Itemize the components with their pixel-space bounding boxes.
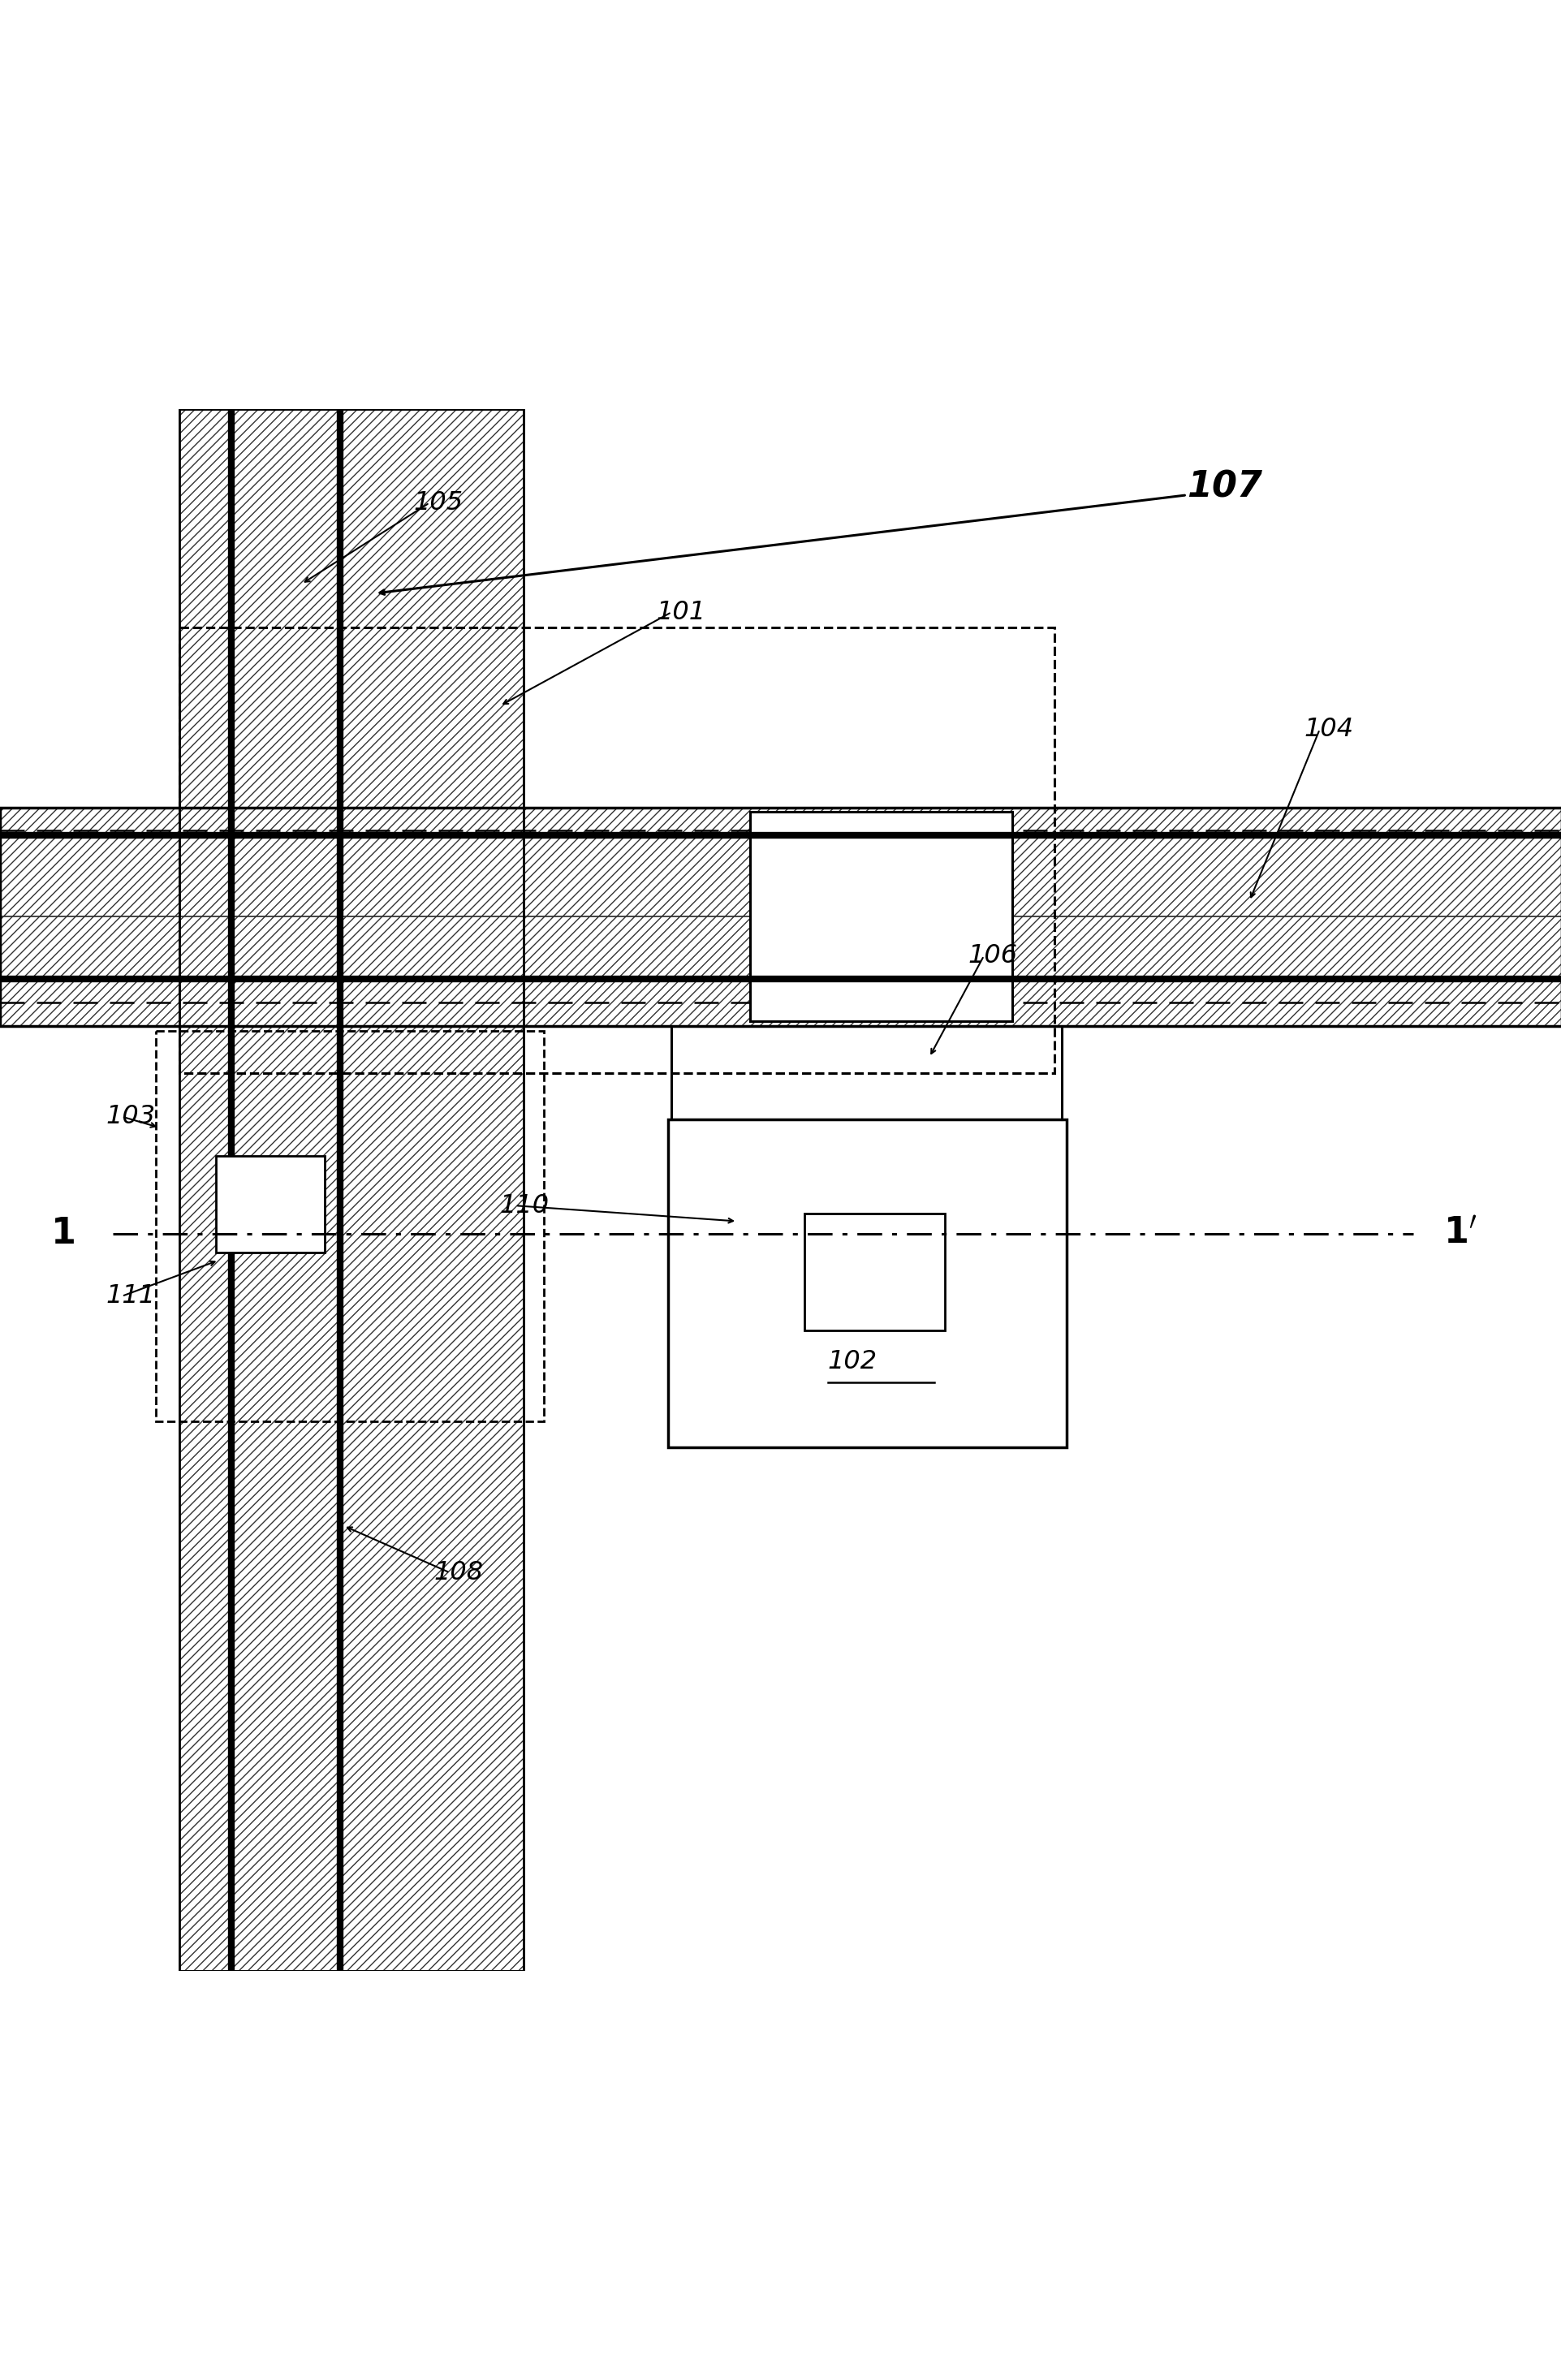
Bar [180, 409, 523, 1971]
Bar [156, 1031, 543, 1421]
Text: $\mathbf{1'}$: $\mathbf{1'}$ [1442, 1216, 1477, 1252]
Text: 101: 101 [656, 600, 706, 624]
Bar [804, 1214, 944, 1330]
Text: 106: 106 [968, 942, 1018, 969]
Bar [671, 1026, 1061, 1119]
Text: 104: 104 [1303, 716, 1353, 743]
Text: 107: 107 [1186, 469, 1261, 505]
Bar [0, 807, 1561, 1026]
Text: $\mathbf{1}$: $\mathbf{1}$ [50, 1216, 75, 1252]
Bar [523, 1026, 1561, 1971]
Text: 111: 111 [106, 1283, 156, 1309]
Text: 110: 110 [500, 1192, 549, 1219]
Text: 108: 108 [434, 1559, 484, 1585]
Bar [0, 916, 1561, 1026]
Bar [180, 409, 523, 1971]
Text: 105: 105 [414, 490, 464, 516]
Bar [749, 812, 1012, 1021]
Bar [215, 1157, 325, 1252]
Bar [0, 807, 1561, 916]
Bar [668, 1119, 1066, 1447]
Bar [180, 628, 1054, 1073]
Text: 102: 102 [827, 1349, 877, 1373]
Text: 103: 103 [106, 1104, 156, 1128]
